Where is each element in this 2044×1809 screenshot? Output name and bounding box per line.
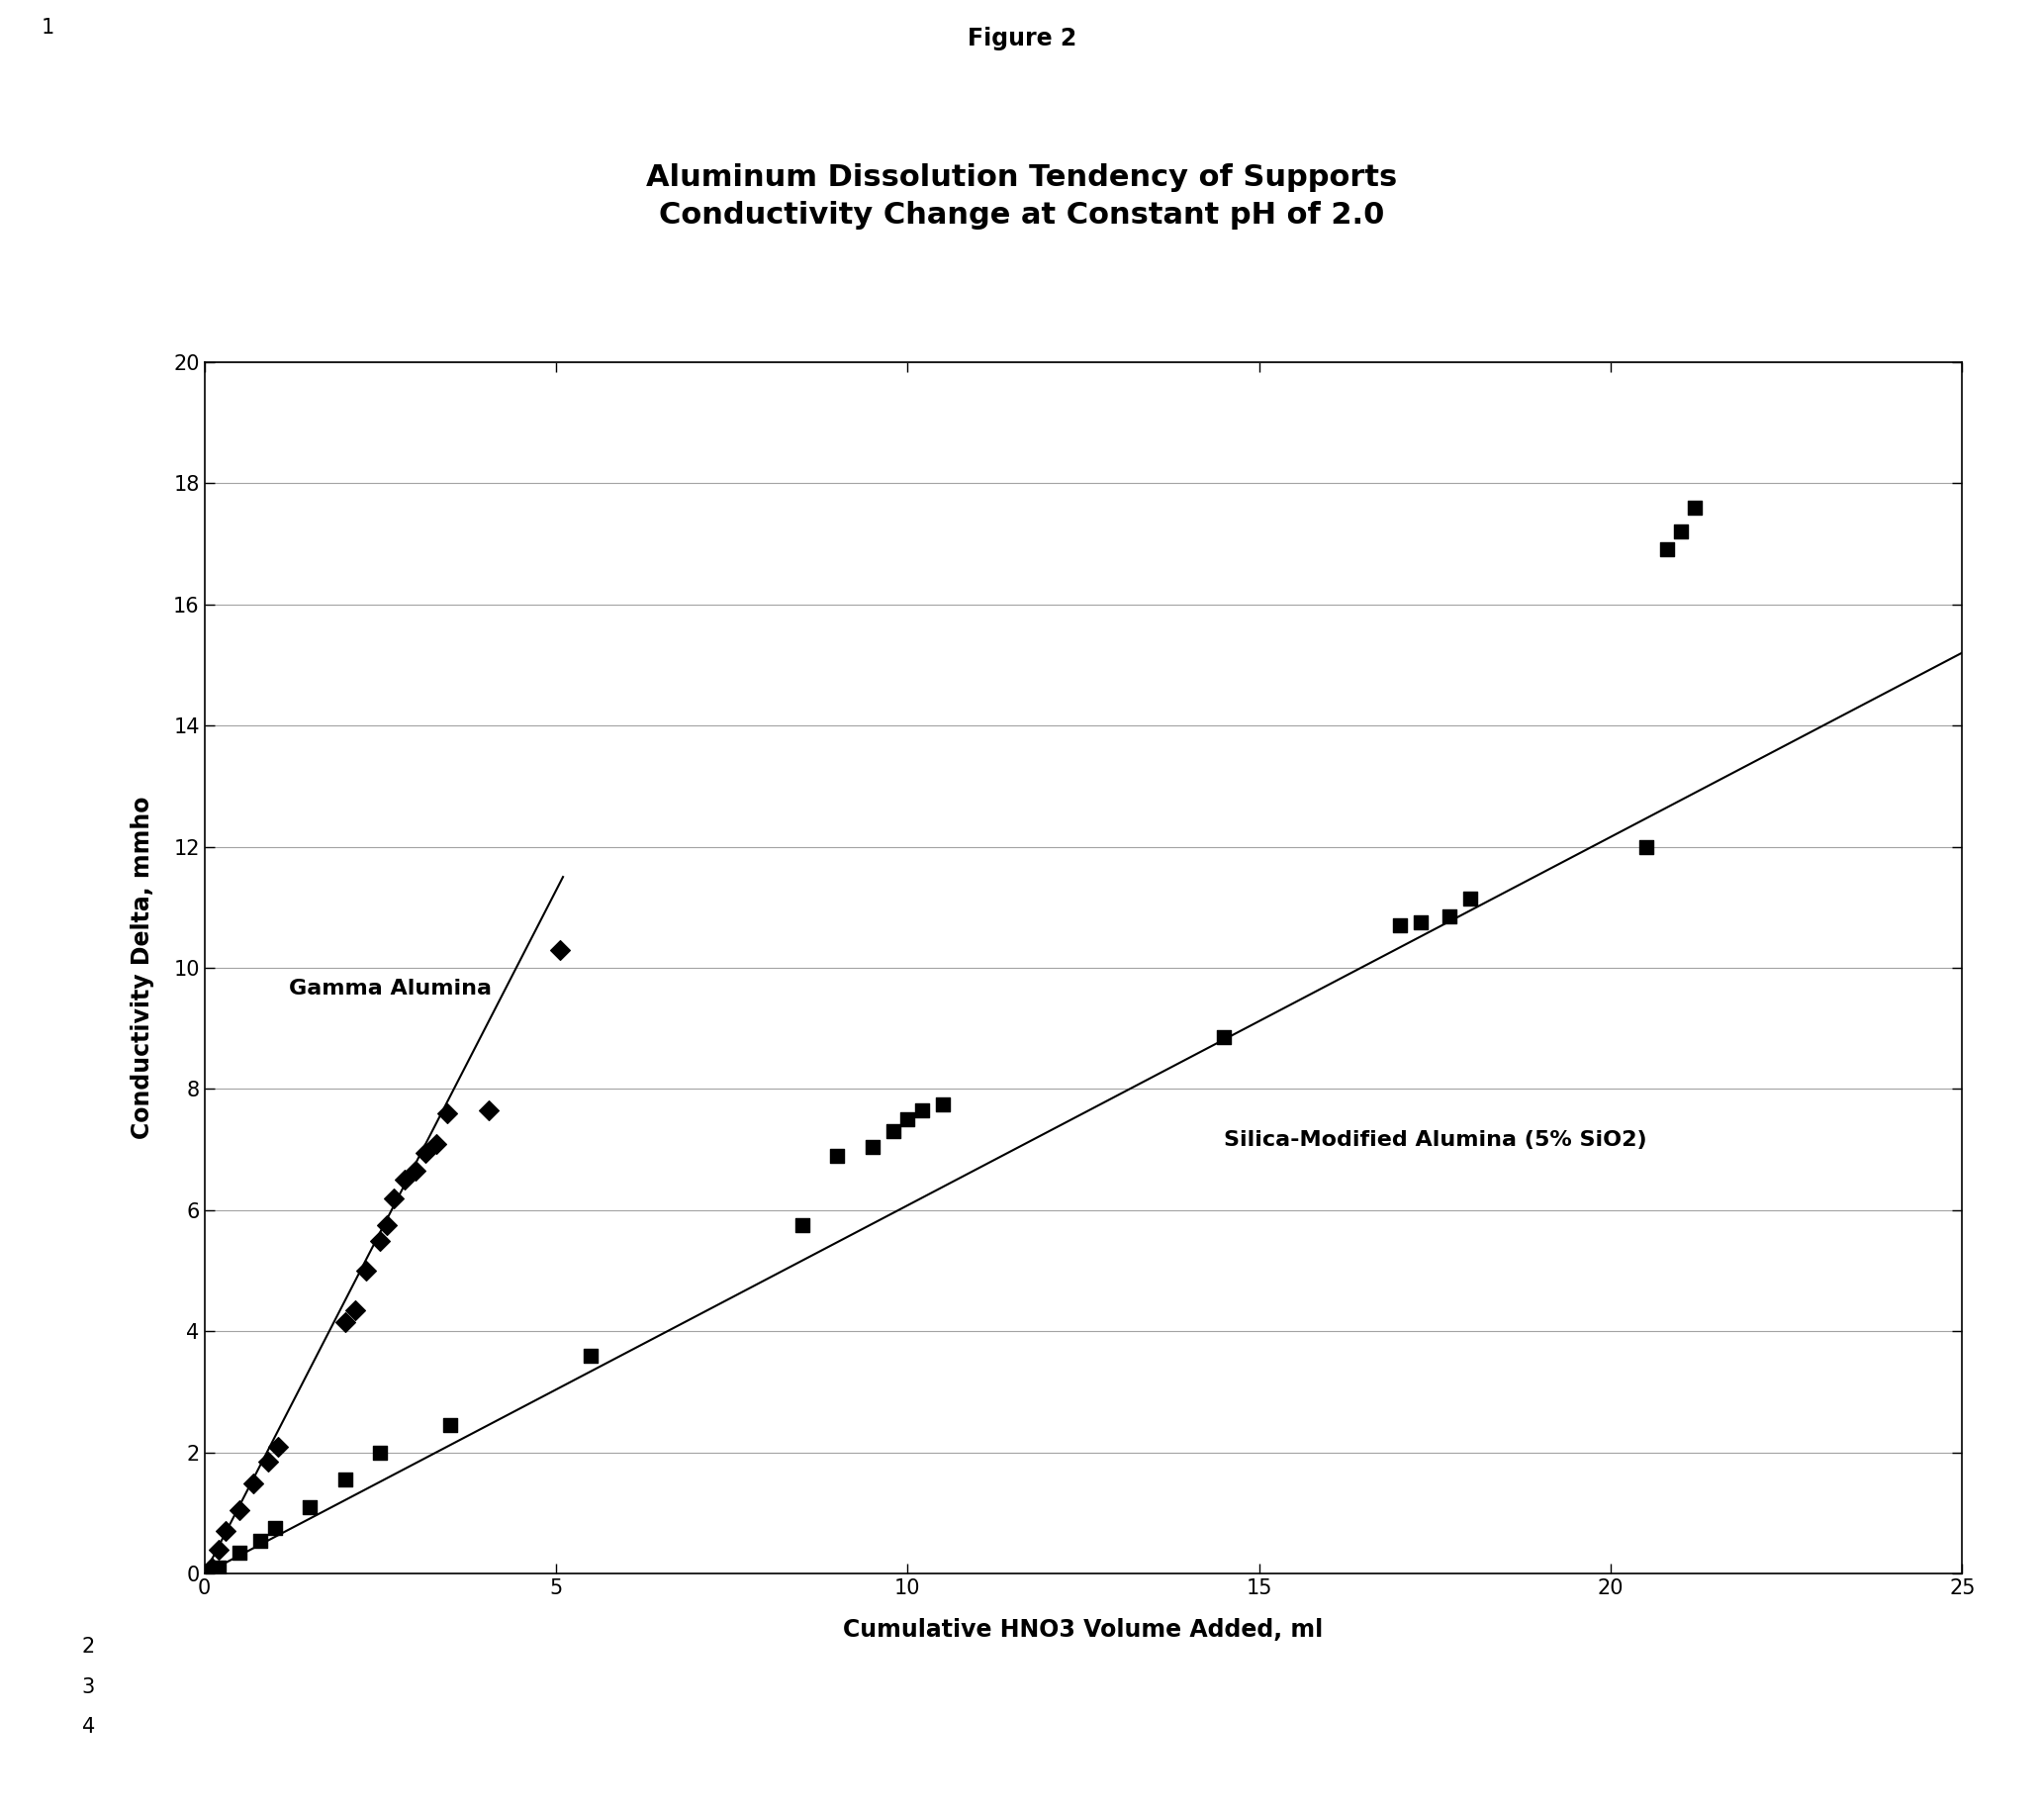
Point <box>1678 492 1711 521</box>
Point <box>202 1554 235 1583</box>
Point <box>388 1165 421 1194</box>
Point <box>905 1096 938 1125</box>
Point <box>378 1183 411 1212</box>
Point <box>856 1132 889 1161</box>
Point <box>251 1447 284 1476</box>
Point <box>245 1527 278 1556</box>
Point <box>409 1138 442 1167</box>
Text: Aluminum Dissolution Tendency of Supports
Conductivity Change at Constant pH of : Aluminum Dissolution Tendency of Support… <box>646 163 1398 230</box>
Point <box>1433 903 1466 932</box>
Point <box>1629 832 1662 861</box>
Point <box>258 1514 290 1543</box>
Point <box>785 1210 818 1239</box>
Point <box>329 1465 362 1494</box>
Point <box>237 1469 270 1498</box>
Point <box>822 1141 854 1170</box>
Text: 3: 3 <box>82 1677 94 1697</box>
Point <box>1652 535 1684 564</box>
Point <box>926 1089 959 1118</box>
Point <box>208 1518 241 1547</box>
Point <box>364 1227 397 1255</box>
Text: 4: 4 <box>82 1717 94 1737</box>
Point <box>431 1098 464 1127</box>
Point <box>1664 517 1697 546</box>
Point <box>544 935 576 964</box>
Point <box>472 1096 505 1125</box>
Text: Gamma Alumina: Gamma Alumina <box>288 979 493 999</box>
Point <box>891 1105 924 1134</box>
Point <box>329 1308 362 1337</box>
Point <box>421 1129 454 1158</box>
Point <box>223 1496 256 1525</box>
X-axis label: Cumulative HNO3 Volume Added, ml: Cumulative HNO3 Volume Added, ml <box>844 1617 1322 1641</box>
Y-axis label: Conductivity Delta, mmho: Conductivity Delta, mmho <box>131 796 153 1140</box>
Text: 2: 2 <box>82 1637 94 1657</box>
Point <box>877 1116 910 1145</box>
Point <box>294 1492 327 1521</box>
Point <box>364 1438 397 1467</box>
Point <box>194 1554 227 1583</box>
Point <box>1453 883 1486 912</box>
Point <box>339 1295 372 1324</box>
Point <box>574 1340 607 1369</box>
Text: 1: 1 <box>41 18 53 38</box>
Point <box>262 1433 294 1462</box>
Point <box>399 1156 431 1185</box>
Point <box>433 1411 466 1440</box>
Point <box>223 1538 256 1567</box>
Point <box>1404 908 1437 937</box>
Point <box>350 1255 382 1284</box>
Text: Silica-Modified Alumina (5% SiO2): Silica-Modified Alumina (5% SiO2) <box>1224 1131 1647 1151</box>
Text: Figure 2: Figure 2 <box>967 27 1077 51</box>
Point <box>370 1210 403 1239</box>
Point <box>202 1536 235 1565</box>
Point <box>1384 912 1416 941</box>
Point <box>1208 1024 1241 1053</box>
